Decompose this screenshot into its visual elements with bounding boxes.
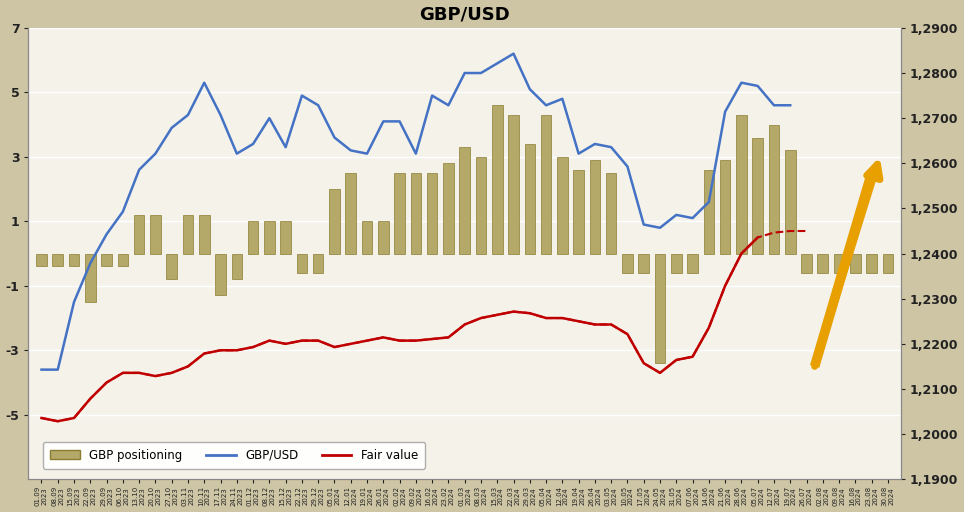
- Bar: [638, 253, 649, 273]
- Bar: [264, 221, 275, 253]
- Bar: [524, 144, 535, 253]
- Bar: [297, 253, 308, 273]
- Bar: [199, 215, 209, 253]
- Bar: [622, 253, 632, 273]
- Bar: [101, 253, 112, 266]
- Bar: [150, 215, 161, 253]
- Bar: [590, 160, 601, 253]
- Bar: [508, 115, 519, 253]
- Bar: [492, 105, 502, 253]
- Bar: [362, 221, 372, 253]
- Bar: [883, 253, 894, 273]
- Bar: [215, 253, 226, 295]
- Bar: [834, 253, 844, 273]
- Bar: [248, 221, 258, 253]
- Bar: [118, 253, 128, 266]
- Bar: [37, 253, 47, 266]
- Bar: [378, 221, 388, 253]
- Bar: [231, 253, 242, 280]
- Bar: [752, 138, 763, 253]
- Bar: [85, 253, 95, 302]
- Bar: [329, 189, 339, 253]
- Bar: [655, 253, 665, 363]
- Bar: [345, 173, 356, 253]
- Bar: [720, 160, 731, 253]
- Bar: [687, 253, 698, 273]
- Bar: [475, 157, 486, 253]
- Bar: [394, 173, 405, 253]
- Bar: [817, 253, 828, 273]
- Bar: [183, 215, 193, 253]
- Bar: [704, 170, 714, 253]
- Bar: [411, 173, 421, 253]
- Bar: [785, 151, 795, 253]
- Legend: GBP positioning, GBP/USD, Fair value: GBP positioning, GBP/USD, Fair value: [43, 442, 425, 469]
- Bar: [606, 173, 616, 253]
- Bar: [801, 253, 812, 273]
- Bar: [557, 157, 568, 253]
- Bar: [281, 221, 291, 253]
- Title: GBP/USD: GBP/USD: [419, 6, 510, 24]
- Bar: [167, 253, 177, 280]
- Bar: [52, 253, 63, 266]
- Bar: [313, 253, 324, 273]
- Bar: [460, 147, 470, 253]
- Bar: [134, 215, 145, 253]
- Bar: [867, 253, 877, 273]
- Bar: [541, 115, 551, 253]
- Bar: [671, 253, 682, 273]
- Bar: [443, 163, 454, 253]
- Bar: [68, 253, 79, 266]
- Bar: [736, 115, 747, 253]
- Bar: [768, 124, 779, 253]
- Bar: [574, 170, 584, 253]
- Bar: [427, 173, 438, 253]
- Bar: [850, 253, 861, 273]
